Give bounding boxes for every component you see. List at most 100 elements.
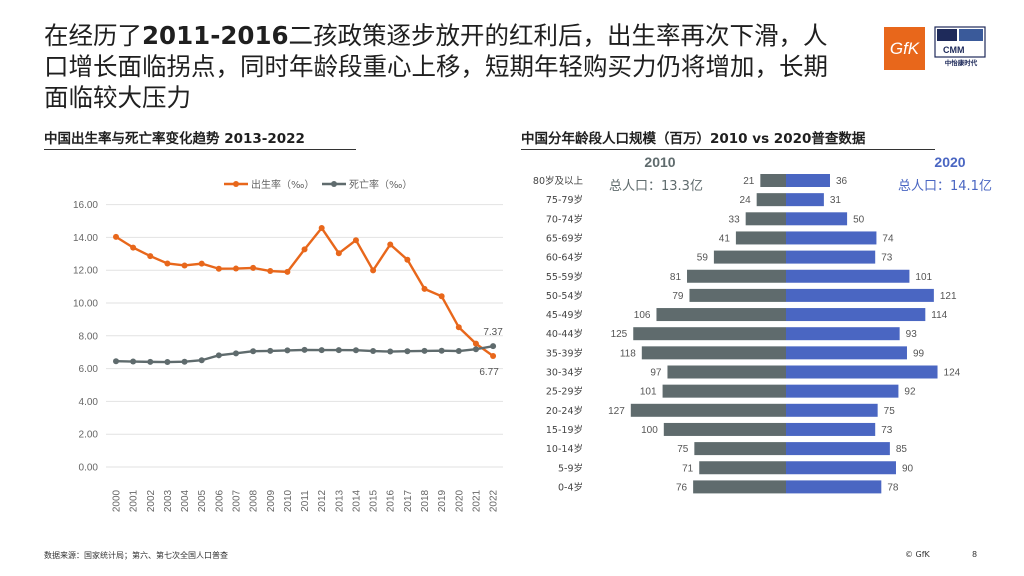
death-rate-point xyxy=(301,346,308,353)
cmm-logo-text: CMM xyxy=(943,45,965,55)
bar-2020-value: 74 xyxy=(882,233,894,244)
bar-2020-value: 85 xyxy=(896,444,908,455)
age-group-label: 65-69岁 xyxy=(546,232,583,244)
birth-rate-point xyxy=(164,260,171,267)
x-tick-label: 2006 xyxy=(214,489,225,512)
cmm-logo: CMM 中怡康时代 xyxy=(934,26,986,72)
bar-2020-value: 75 xyxy=(884,406,896,417)
legend-swatch-dot xyxy=(233,181,239,187)
bar-2020 xyxy=(786,403,878,417)
page-headline: 在经历了2011-2016二孩政策逐步放开的红利后，出生率再次下滑，人口增长面临… xyxy=(44,20,844,113)
bar-2020 xyxy=(786,193,824,207)
x-tick-label: 2007 xyxy=(231,489,242,512)
age-group-label: 35-39岁 xyxy=(546,347,583,359)
x-tick-label: 2019 xyxy=(437,489,448,512)
bar-2010-value: 75 xyxy=(677,444,689,455)
bar-2010 xyxy=(745,212,786,226)
age-group-label: 15-19岁 xyxy=(546,424,583,436)
y-tick-label: 16.00 xyxy=(73,200,98,211)
x-tick-label: 2012 xyxy=(317,489,328,512)
age-group-label: 5-9岁 xyxy=(558,462,583,474)
birth-rate-point xyxy=(438,293,445,300)
bar-2010-value: 106 xyxy=(634,310,651,321)
bar-2010-value: 24 xyxy=(740,195,752,206)
birth-rate-point xyxy=(352,237,359,244)
x-tick-label: 2013 xyxy=(334,489,345,512)
bar-2010 xyxy=(667,365,786,379)
x-tick-label: 2003 xyxy=(163,489,174,512)
y-tick-label: 14.00 xyxy=(73,233,98,244)
bar-2010-value: 100 xyxy=(641,425,658,436)
x-tick-label: 2021 xyxy=(471,489,482,512)
birth-rate-point xyxy=(318,225,325,232)
bar-2010-value: 33 xyxy=(729,214,741,225)
bar-2020 xyxy=(786,327,900,341)
bar-2010-value: 97 xyxy=(650,368,662,379)
bar-2020 xyxy=(786,365,938,379)
headline-part2: 二孩政策逐步放开的红利后，出生率再次下滑，人口增长面临拐点，同时年龄段重心上移，… xyxy=(44,21,828,112)
bar-2010-value: 81 xyxy=(670,272,682,283)
bar-2020 xyxy=(786,212,848,226)
age-group-label: 10-14岁 xyxy=(546,443,583,455)
page-number: 8 xyxy=(972,550,978,559)
death-rate-point xyxy=(113,358,119,365)
age-group-label: 45-49岁 xyxy=(546,309,583,321)
bar-2010-value: 59 xyxy=(697,253,709,264)
age-group-label: 70-74岁 xyxy=(546,213,583,225)
headline-part1: 在经历了 xyxy=(44,21,142,50)
y-tick-label: 0.00 xyxy=(79,463,99,474)
bar-2020 xyxy=(786,231,877,245)
x-tick-label: 2016 xyxy=(386,489,397,512)
bar-2010-value: 41 xyxy=(719,233,731,244)
x-tick-label: 2002 xyxy=(146,489,157,512)
bar-2020-value: 31 xyxy=(830,195,842,206)
bar-2020-value: 101 xyxy=(915,272,932,283)
bar-2010-value: 21 xyxy=(743,176,755,187)
x-tick-label: 2010 xyxy=(283,489,294,512)
headline-bold: 2011-2016 xyxy=(142,21,289,50)
death-rate-point xyxy=(335,347,342,354)
y-tick-label: 2.00 xyxy=(79,430,99,441)
right-chart-title: 中国分年龄段人口规模（百万）2010 vs 2020普查数据 xyxy=(521,131,866,147)
bar-2020-value: 90 xyxy=(902,463,914,474)
y-tick-label: 10.00 xyxy=(73,299,98,310)
bar-2020 xyxy=(786,384,899,398)
age-group-label: 0-4岁 xyxy=(558,481,583,493)
bar-2020 xyxy=(786,346,907,360)
y-tick-label: 6.00 xyxy=(79,364,99,375)
bar-2010 xyxy=(630,403,786,417)
left-title-underline xyxy=(44,149,356,150)
bar-2010 xyxy=(735,231,786,245)
bar-2020 xyxy=(786,308,926,322)
bar-2020-value: 78 xyxy=(887,482,899,493)
bar-2020-value: 73 xyxy=(881,253,893,264)
age-group-label: 25-29岁 xyxy=(546,386,583,398)
bar-2020 xyxy=(786,461,896,475)
birth-rate-point xyxy=(198,260,205,267)
death-rate-point xyxy=(147,358,154,365)
death-rate-point xyxy=(198,357,205,364)
age-group-label: 20-24岁 xyxy=(546,405,583,417)
bar-2010 xyxy=(641,346,786,360)
right-title-underline xyxy=(521,149,935,150)
bar-2020-value: 73 xyxy=(881,425,893,436)
bar-2010-value: 125 xyxy=(611,329,628,340)
death-rate-point xyxy=(130,358,137,365)
bar-2010 xyxy=(689,288,786,302)
birth-rate-point xyxy=(232,265,239,272)
age-group-label: 75-79岁 xyxy=(546,194,583,206)
bar-2020-value: 93 xyxy=(906,329,918,340)
birth-rate-point xyxy=(181,262,188,269)
bar-2020-value: 99 xyxy=(913,348,925,359)
x-tick-label: 2004 xyxy=(180,489,191,512)
death-rate-point xyxy=(284,347,291,354)
x-tick-label: 2015 xyxy=(369,489,380,512)
year-label-2010: 2010 xyxy=(644,154,675,170)
y-tick-label: 12.00 xyxy=(73,266,98,277)
x-tick-label: 2014 xyxy=(351,489,362,512)
death-rate-point xyxy=(352,347,359,354)
bar-2020-value: 36 xyxy=(836,176,848,187)
bar-2010 xyxy=(662,384,786,398)
total-population-2020: 总人口：14.1亿 xyxy=(898,179,992,194)
